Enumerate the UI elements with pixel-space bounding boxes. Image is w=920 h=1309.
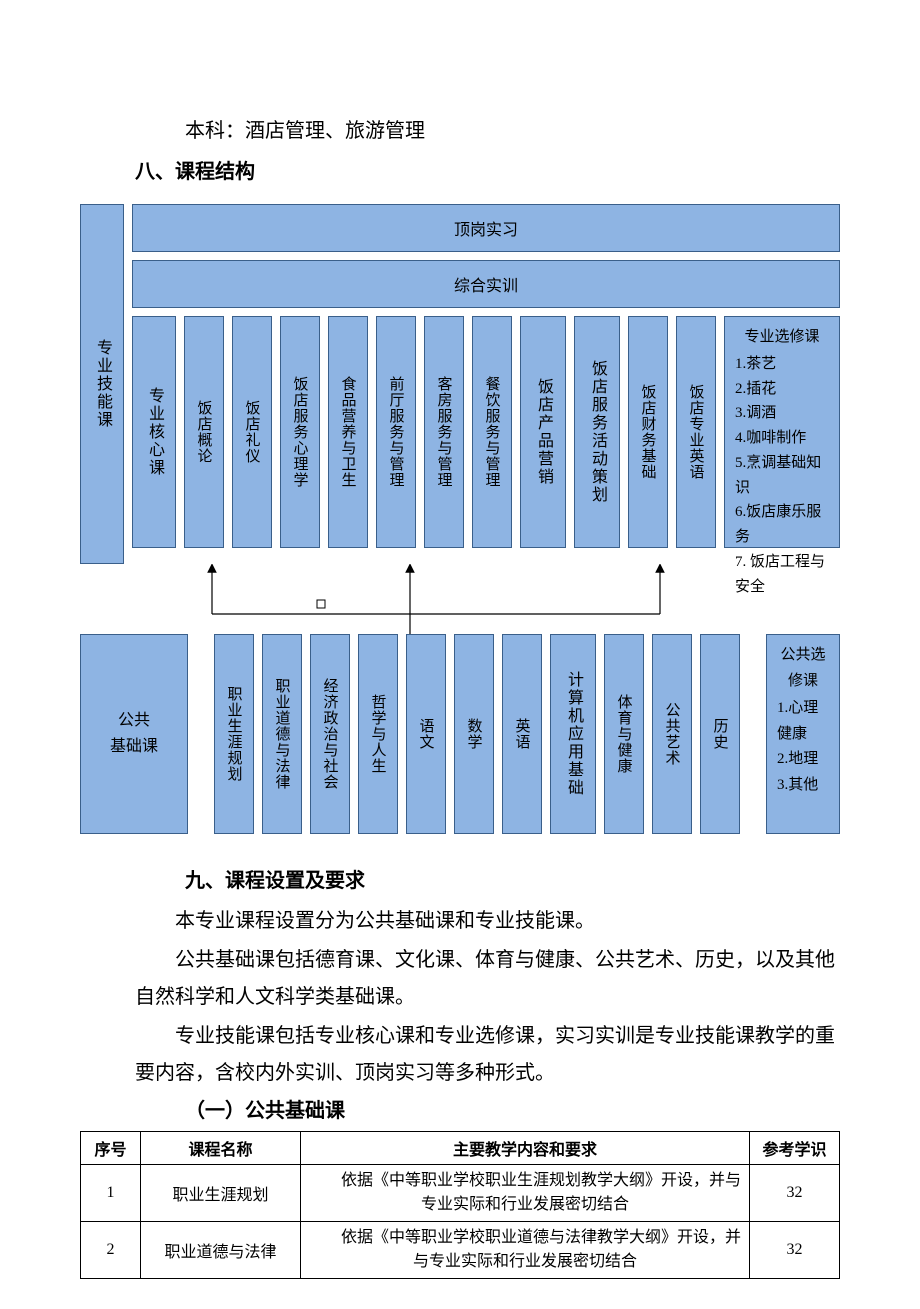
core-course-box: 前厅服务与管理: [376, 316, 416, 548]
pub-course-box: 公共艺术: [652, 634, 692, 834]
cell-hours: 32: [750, 1222, 840, 1279]
pub-course-box: 语文: [406, 634, 446, 834]
table-row: 1 职业生涯规划 依据《中等职业学校职业生涯规划教学大纲》开设，并与专业实际和行…: [81, 1165, 840, 1222]
core-course-box: 饭店服务活动策划: [574, 316, 620, 548]
section-9-heading: 九、课程设置及要求: [185, 864, 840, 893]
body-para: 本专业课程设置分为公共基础课和专业技能课。: [135, 903, 840, 940]
section-8-heading: 八、课程结构: [135, 155, 840, 184]
pub-elective-box: 公共选修课 1.心理健康 2.地理 3.其他: [766, 634, 840, 834]
course-structure-diagram: 专业技能课 顶岗实习 综合实训 专业核心课 饭店概论 饭店礼仪 饭店服务心理学 …: [80, 204, 840, 834]
cell-name: 职业道德与法律: [141, 1222, 301, 1279]
table-row: 2 职业道德与法律 依据《中等职业学校职业道德与法律教学大纲》开设，并与专业实际…: [81, 1222, 840, 1279]
connector-arrows: [80, 564, 840, 634]
core-course-box: 饭店礼仪: [232, 316, 272, 548]
pub-course-box: 历史: [700, 634, 740, 834]
subsection-heading: （一）公共基础课: [185, 1094, 840, 1123]
core-course-box: 饭店产品营销: [520, 316, 566, 548]
bar-training: 综合实训: [132, 260, 840, 308]
pub-course-box: 体育与健康: [604, 634, 644, 834]
cell-seq: 2: [81, 1222, 141, 1279]
intro-line: 本科：酒店管理、旅游管理: [185, 115, 840, 147]
core-course-box: 客房服务与管理: [424, 316, 464, 548]
core-course-box: 饭店服务心理学: [280, 316, 320, 548]
public-basic-course-table: 序号 课程名称 主要教学内容和要求 参考学识 1 职业生涯规划 依据《中等职业学…: [80, 1131, 840, 1279]
bar-internship: 顶岗实习: [132, 204, 840, 252]
table-header: 主要教学内容和要求: [301, 1132, 750, 1165]
cell-hours: 32: [750, 1165, 840, 1222]
body-para: 专业技能课包括专业核心课和专业选修课，实习实训是专业技能课教学的重要内容，含校内…: [135, 1018, 840, 1092]
pub-course-box: 哲学与人生: [358, 634, 398, 834]
core-course-box: 食品营养与卫生: [328, 316, 368, 548]
table-header: 序号: [81, 1132, 141, 1165]
pub-course-box: 职业生涯规划: [214, 634, 254, 834]
pub-course-box: 数学: [454, 634, 494, 834]
label-pro-skill: 专业技能课: [80, 204, 124, 564]
pub-course-box: 经济政治与社会: [310, 634, 350, 834]
cell-seq: 1: [81, 1165, 141, 1222]
pub-course-box: 职业道德与法律: [262, 634, 302, 834]
cell-name: 职业生涯规划: [141, 1165, 301, 1222]
label-public-basic: 公共 基础课: [80, 634, 188, 834]
cell-desc: 依据《中等职业学校职业道德与法律教学大纲》开设，并与专业实际和行业发展密切结合: [301, 1222, 750, 1279]
core-course-box: 饭店财务基础: [628, 316, 668, 548]
table-header: 课程名称: [141, 1132, 301, 1165]
cell-desc: 依据《中等职业学校职业生涯规划教学大纲》开设，并与专业实际和行业发展密切结合: [301, 1165, 750, 1222]
label-core-course: 专业核心课: [132, 316, 176, 548]
pub-course-box: 计算机应用基础: [550, 634, 596, 834]
table-header: 参考学识: [750, 1132, 840, 1165]
pub-course-box: 英语: [502, 634, 542, 834]
core-course-box: 饭店概论: [184, 316, 224, 548]
body-para: 公共基础课包括德育课、文化课、体育与健康、公共艺术、历史，以及其他自然科学和人文…: [135, 942, 840, 1016]
pro-elective-box: 专业选修课 1.茶艺 2.插花 3.调酒 4.咖啡制作 5.烹调基础知识 6.饭…: [724, 316, 840, 548]
core-course-box: 饭店专业英语: [676, 316, 716, 548]
core-course-box: 餐饮服务与管理: [472, 316, 512, 548]
